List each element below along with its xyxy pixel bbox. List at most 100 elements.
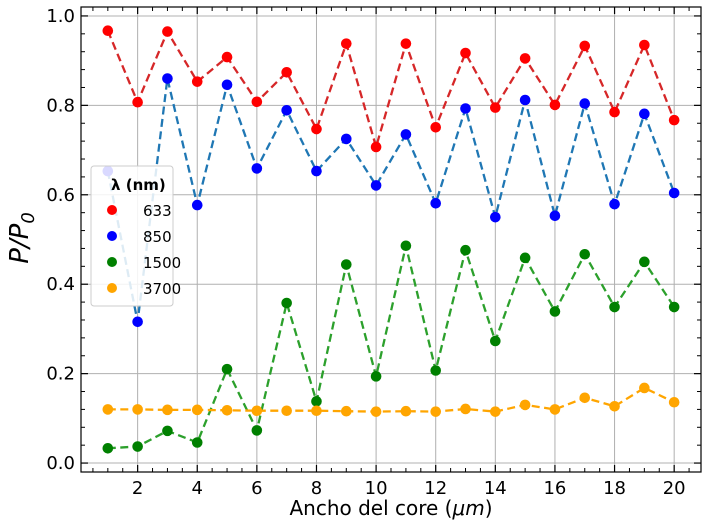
x-tick-label: 4 xyxy=(192,478,203,499)
data-point-3700 xyxy=(281,405,292,417)
data-point-3700 xyxy=(549,404,561,415)
data-point-633 xyxy=(221,51,233,63)
series-layer xyxy=(102,25,680,454)
data-point-3700 xyxy=(519,399,531,411)
data-point-850 xyxy=(579,98,591,109)
y-axis-title: P/P0 xyxy=(5,212,39,264)
data-point-633 xyxy=(668,114,680,126)
data-point-633 xyxy=(400,38,412,49)
data-point-1500 xyxy=(221,363,233,375)
x-tick-label: 8 xyxy=(311,478,322,499)
data-point-633 xyxy=(281,66,292,78)
data-point-850 xyxy=(340,133,352,145)
data-point-633 xyxy=(430,121,442,133)
y-tick-label: 0.0 xyxy=(46,453,75,474)
data-point-633 xyxy=(102,25,114,36)
legend-marker-633 xyxy=(107,205,117,215)
data-point-1500 xyxy=(490,335,501,347)
data-point-3700 xyxy=(132,404,143,415)
data-point-850 xyxy=(460,103,471,114)
x-tick-label: 16 xyxy=(543,478,566,499)
data-point-3700 xyxy=(311,405,322,417)
data-point-850 xyxy=(191,199,203,211)
data-point-3700 xyxy=(221,404,233,416)
data-point-3700 xyxy=(668,396,680,408)
data-point-1500 xyxy=(191,437,203,448)
data-point-633 xyxy=(490,102,501,113)
y-tick-label: 0.6 xyxy=(46,185,75,206)
data-point-1500 xyxy=(311,396,322,407)
x-tick-label: 6 xyxy=(251,478,262,499)
data-point-633 xyxy=(609,106,620,118)
data-point-1500 xyxy=(579,248,591,260)
data-point-3700 xyxy=(340,405,352,417)
legend-label-633: 633 xyxy=(143,202,172,220)
data-point-633 xyxy=(549,99,561,111)
x-tick-label: 14 xyxy=(484,478,507,499)
data-point-850 xyxy=(430,197,442,209)
legend-label-3700: 3700 xyxy=(143,280,181,298)
data-point-633 xyxy=(460,47,471,59)
data-point-1500 xyxy=(370,371,382,382)
x-tick-label: 12 xyxy=(424,478,447,499)
data-point-3700 xyxy=(162,404,173,416)
y-axis-title-text: P/P xyxy=(5,223,35,263)
y-axis-title-sub: 0 xyxy=(18,212,39,223)
data-point-3700 xyxy=(430,406,442,417)
tick-labels: 2 4 6 8 10 12 14 16 18 20 0.0 0.2 0.4 0.6 0.8 1.0 xyxy=(46,6,685,499)
legend-title: λ (nm) xyxy=(111,176,166,194)
data-point-850 xyxy=(281,104,292,116)
data-point-850 xyxy=(490,211,501,223)
data-point-633 xyxy=(191,76,203,87)
x-tick-label: 18 xyxy=(603,478,626,499)
data-point-3700 xyxy=(639,382,650,394)
data-point-1500 xyxy=(668,301,680,313)
data-point-850 xyxy=(639,108,650,120)
y-tick-label: 0.4 xyxy=(46,274,75,295)
data-point-1500 xyxy=(519,252,531,264)
y-tick-label: 1.0 xyxy=(46,6,75,27)
data-point-1500 xyxy=(430,365,442,376)
data-point-3700 xyxy=(251,405,263,417)
data-point-1500 xyxy=(281,297,292,309)
legend-box xyxy=(90,165,174,307)
data-point-633 xyxy=(519,53,531,64)
data-point-633 xyxy=(311,123,322,135)
legend-label-850: 850 xyxy=(143,228,172,246)
legend-marker-850 xyxy=(107,231,117,241)
data-point-633 xyxy=(132,96,143,108)
data-point-1500 xyxy=(102,443,114,454)
data-point-633 xyxy=(251,96,263,108)
legend-marker-3700 xyxy=(107,283,117,293)
data-point-633 xyxy=(370,141,382,153)
data-point-633 xyxy=(579,40,591,52)
x-axis-title: Ancho del core (μm) xyxy=(289,496,492,520)
x-tick-label: 2 xyxy=(132,478,143,499)
x-tick-label: 20 xyxy=(663,478,686,499)
data-point-850 xyxy=(519,94,531,106)
series-line-633 xyxy=(106,29,676,152)
data-point-850 xyxy=(221,79,233,91)
legend-marker-1500 xyxy=(107,257,117,267)
data-point-3700 xyxy=(609,400,620,412)
data-point-1500 xyxy=(340,259,352,270)
data-point-850 xyxy=(132,316,143,328)
data-point-850 xyxy=(609,198,620,210)
data-point-3700 xyxy=(460,403,471,415)
data-point-850 xyxy=(549,210,561,222)
data-point-3700 xyxy=(400,405,412,417)
x-axis-title-text: Ancho del core xyxy=(289,496,438,520)
series-850 xyxy=(102,73,680,328)
data-point-1500 xyxy=(132,441,143,452)
data-point-3700 xyxy=(191,404,203,416)
data-point-1500 xyxy=(549,306,561,317)
data-point-850 xyxy=(400,129,412,140)
data-point-1500 xyxy=(400,240,412,252)
data-point-1500 xyxy=(460,244,471,256)
grid xyxy=(81,7,701,472)
data-point-633 xyxy=(340,38,352,49)
data-point-850 xyxy=(311,165,322,177)
data-point-850 xyxy=(251,163,263,174)
legend-label-1500: 1500 xyxy=(143,254,181,272)
